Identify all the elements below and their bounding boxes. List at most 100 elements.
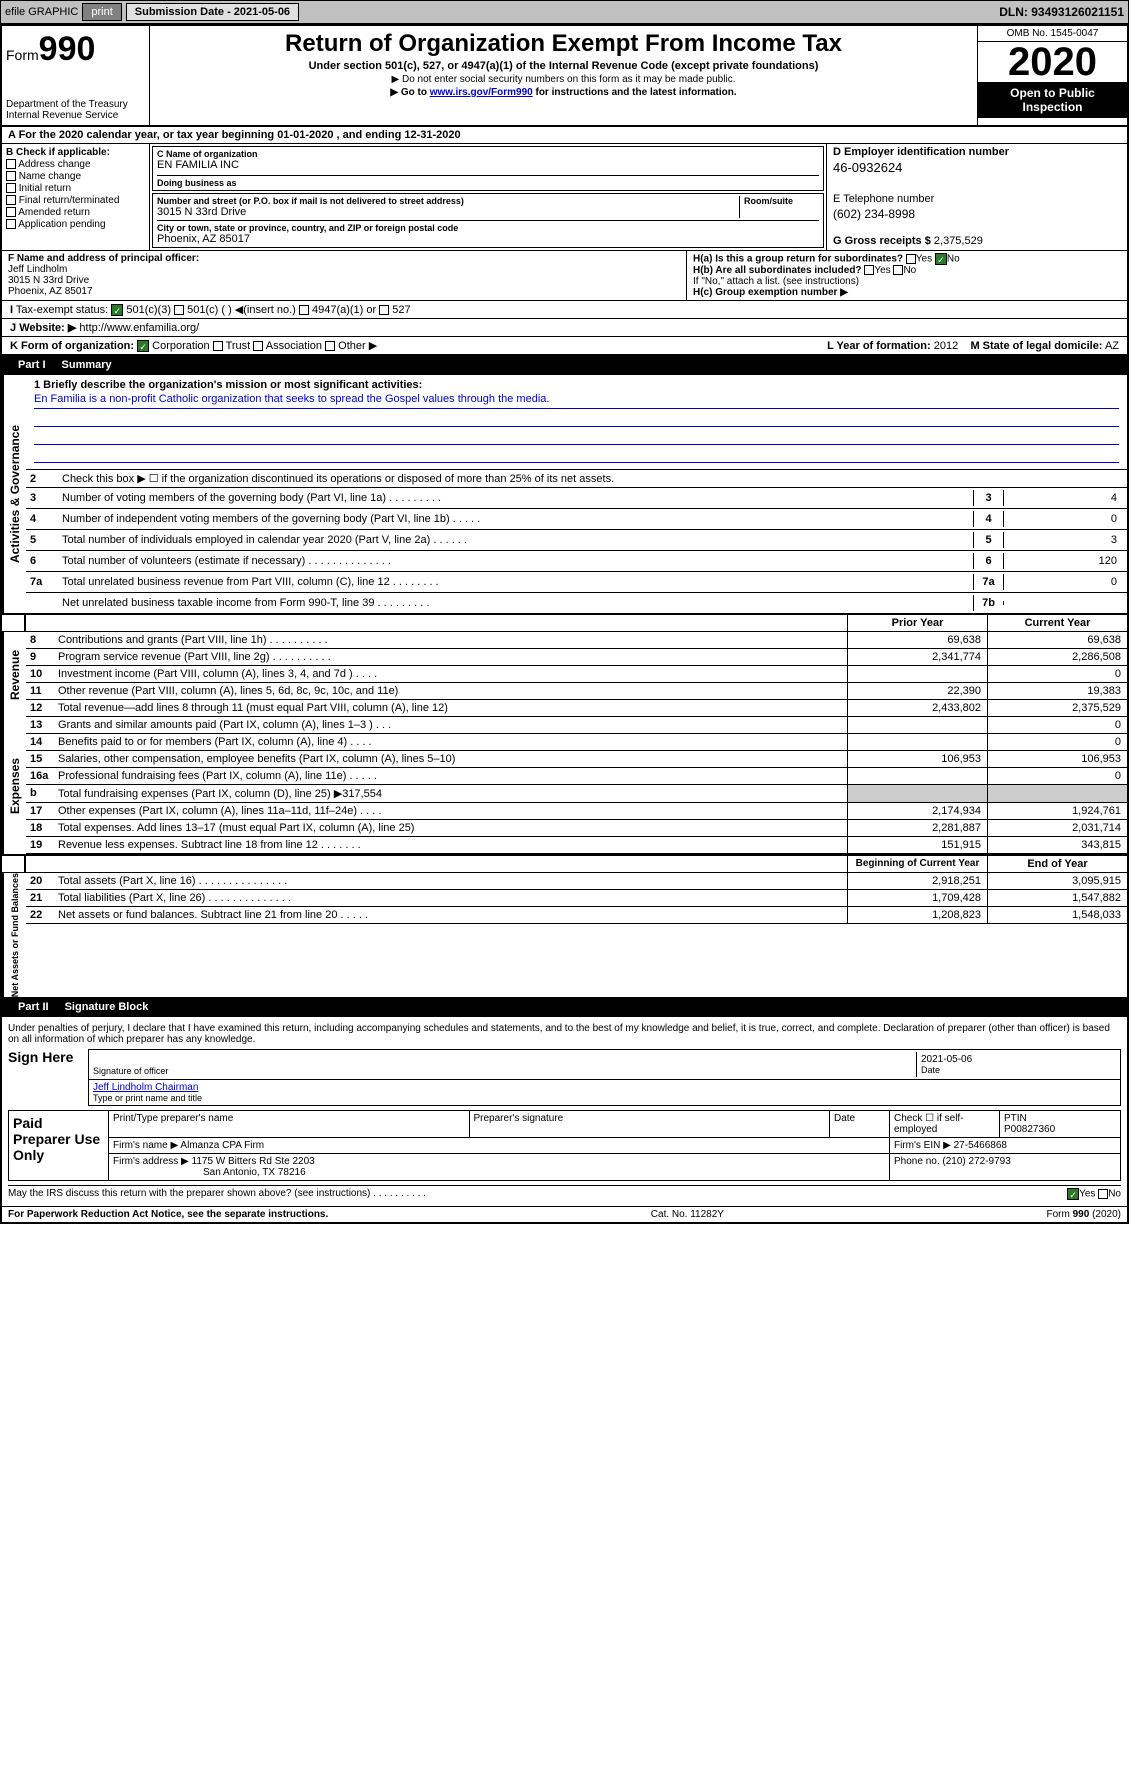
submission-date-label: Submission Date - 2021-05-06 <box>126 3 299 21</box>
paid-preparer-label: Paid Preparer Use Only <box>9 1111 109 1180</box>
phone-label: Phone no. <box>894 1156 940 1167</box>
prep-name-label: Print/Type preparer's name <box>113 1113 465 1124</box>
section-b-label: B Check if applicable: <box>6 147 145 158</box>
corp-checkbox[interactable]: ✓ <box>137 340 149 352</box>
state-label: M State of legal domicile: <box>970 340 1102 352</box>
year-formation-label: L Year of formation: <box>827 340 931 352</box>
org-name-label: C Name of organization <box>157 149 819 159</box>
opt-address-change: Address change <box>18 159 90 170</box>
hb-yes-checkbox[interactable] <box>864 265 874 275</box>
hb-note: If "No," attach a list. (see instruction… <box>693 276 1121 287</box>
tax-exempt-label: Tax-exempt status: <box>16 304 108 316</box>
opt-501c: 501(c) ( ) ◀(insert no.) <box>187 304 296 316</box>
firm-ein-label: Firm's EIN ▶ <box>894 1140 951 1151</box>
col-beginning-year: Beginning of Current Year <box>847 856 987 872</box>
form-number: 990 <box>39 30 96 68</box>
prep-check-label: Check ☐ if self-employed <box>894 1113 995 1135</box>
ha-yes: Yes <box>916 254 932 265</box>
gross-value: 2,375,529 <box>934 235 983 247</box>
hb-label: H(b) Are all subordinates included? <box>693 265 862 276</box>
section-f: F Name and address of principal officer:… <box>2 251 687 300</box>
dba-label: Doing business as <box>157 178 819 188</box>
addr-label: Number and street (or P.O. box if mail i… <box>157 196 739 206</box>
ptin-value: P00827360 <box>1004 1124 1116 1135</box>
discuss-yes: Yes <box>1079 1189 1095 1200</box>
irs-link[interactable]: www.irs.gov/Form990 <box>430 87 533 98</box>
expense-line: 19Revenue less expenses. Subtract line 1… <box>26 837 1127 854</box>
part1-header: Part I Summary <box>2 355 1127 375</box>
checkbox-name-change[interactable] <box>6 171 16 181</box>
part1-title: Summary <box>62 359 112 371</box>
form-title: Return of Organization Exempt From Incom… <box>158 30 969 58</box>
discuss-no-checkbox[interactable] <box>1098 1189 1108 1199</box>
opt-assoc: Association <box>266 340 322 352</box>
discuss-no: No <box>1108 1189 1121 1200</box>
checkbox-initial-return[interactable] <box>6 183 16 193</box>
trust-checkbox[interactable] <box>213 341 223 351</box>
discuss-yes-checkbox[interactable]: ✓ <box>1067 1188 1079 1200</box>
date-label: Date <box>921 1065 1112 1075</box>
section-k-label: K Form of organization: <box>10 340 134 352</box>
form-label: Form <box>6 47 39 63</box>
tab-expenses: Expenses <box>2 717 26 854</box>
ha-yes-checkbox[interactable] <box>906 254 916 264</box>
period-row: A For the 2020 calendar year, or tax yea… <box>2 127 1127 144</box>
501c3-checkbox[interactable]: ✓ <box>111 304 123 316</box>
tax-year: 2020 <box>978 42 1127 82</box>
opt-other: Other ▶ <box>338 340 377 352</box>
ein-value: 46-0932624 <box>833 160 1121 175</box>
assoc-checkbox[interactable] <box>253 341 263 351</box>
tel-label: E Telephone number <box>833 193 1121 205</box>
phone-value: (210) 272-9793 <box>942 1156 1010 1167</box>
part2-title: Signature Block <box>65 1001 149 1013</box>
checkbox-address-change[interactable] <box>6 159 16 169</box>
checkbox-final-return[interactable] <box>6 195 16 205</box>
net-assets-line: 21Total liabilities (Part X, line 26) . … <box>26 890 1127 907</box>
col-de: D Employer identification number 46-0932… <box>827 144 1127 250</box>
expense-line: 14Benefits paid to or for members (Part … <box>26 734 1127 751</box>
website-label: Website: ▶ <box>19 322 76 334</box>
print-button[interactable]: print <box>82 3 121 21</box>
gross-label: G Gross receipts $ <box>833 235 931 247</box>
perjury-text: Under penalties of perjury, I declare th… <box>8 1023 1121 1045</box>
revenue-line: 11Other revenue (Part VIII, column (A), … <box>26 683 1127 700</box>
firm-name-label: Firm's name ▶ <box>113 1140 178 1151</box>
opt-527: 527 <box>392 304 410 316</box>
ein-label: D Employer identification number <box>833 146 1121 158</box>
line1-label: 1 Briefly describe the organization's mi… <box>34 379 1119 391</box>
opt-corp: Corporation <box>152 340 209 352</box>
ha-label: H(a) Is this a group return for subordin… <box>693 254 903 265</box>
checkbox-application-pending[interactable] <box>6 219 16 229</box>
firm-addr: 1175 W Bitters Rd Ste 2203 <box>192 1156 315 1167</box>
527-checkbox[interactable] <box>379 305 389 315</box>
label-j: J <box>10 322 16 334</box>
gov-line: 3Number of voting members of the governi… <box>26 487 1127 508</box>
year-box: OMB No. 1545-0047 2020 Open to Public In… <box>977 26 1127 125</box>
col-current-year: Current Year <box>987 615 1127 631</box>
opt-initial-return: Initial return <box>19 183 71 194</box>
revenue-line: 10Investment income (Part VIII, column (… <box>26 666 1127 683</box>
paperwork-notice: For Paperwork Reduction Act Notice, see … <box>8 1209 328 1220</box>
dln-label: DLN: 93493126021151 <box>999 5 1124 19</box>
room-label: Room/suite <box>744 196 819 206</box>
checkbox-amended[interactable] <box>6 207 16 217</box>
ha-no: No <box>947 254 960 265</box>
501c-checkbox[interactable] <box>174 305 184 315</box>
prep-date-label: Date <box>834 1113 885 1124</box>
form-container: Form990 Department of the Treasury Inter… <box>0 24 1129 1224</box>
dept-label: Department of the Treasury Internal Reve… <box>6 99 145 121</box>
hc-label: H(c) Group exemption number ▶ <box>693 287 1121 298</box>
4947-checkbox[interactable] <box>299 305 309 315</box>
note2-post: for instructions and the latest informat… <box>533 87 737 98</box>
hb-no-checkbox[interactable] <box>893 265 903 275</box>
sig-officer-label: Signature of officer <box>93 1066 916 1076</box>
firm-addr-label: Firm's address ▶ <box>113 1156 189 1167</box>
form-subtitle: Under section 501(c), 527, or 4947(a)(1)… <box>158 60 969 72</box>
opt-app-pending: Application pending <box>18 219 105 230</box>
net-assets-line: 22Net assets or fund balances. Subtract … <box>26 907 1127 924</box>
ha-no-checkbox[interactable]: ✓ <box>935 253 947 265</box>
opt-name-change: Name change <box>19 171 81 182</box>
mission-text: En Familia is a non-profit Catholic orga… <box>34 393 1119 409</box>
other-checkbox[interactable] <box>325 341 335 351</box>
revenue-line: 8Contributions and grants (Part VIII, li… <box>26 632 1127 649</box>
